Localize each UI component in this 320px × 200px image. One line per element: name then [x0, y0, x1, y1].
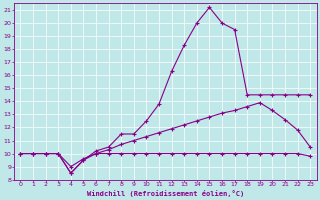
X-axis label: Windchill (Refroidissement éolien,°C): Windchill (Refroidissement éolien,°C): [87, 190, 244, 197]
